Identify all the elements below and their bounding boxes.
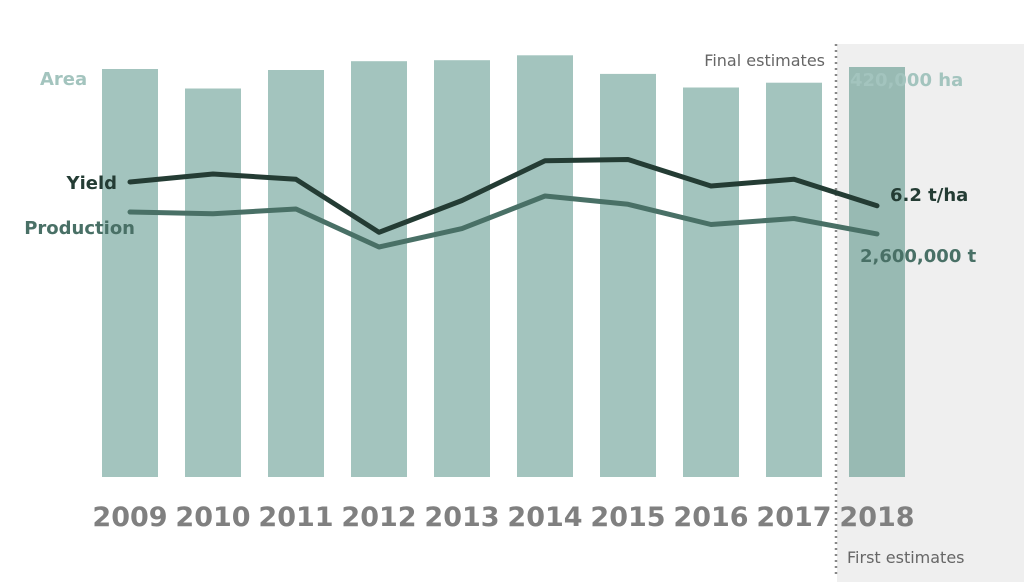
x-tick-2009: 2009 bbox=[92, 502, 167, 533]
x-axis-ticks: 2009 2010 2011 2012 2013 2014 2015 2016 2017 2018 bbox=[92, 502, 914, 533]
area-bar-2009 bbox=[102, 69, 158, 477]
area-end-label: 420,000 ha bbox=[850, 70, 963, 91]
area-bar-2013 bbox=[434, 60, 490, 477]
x-tick-2017: 2017 bbox=[756, 502, 831, 533]
area-bar-2016 bbox=[683, 87, 739, 477]
yield-end-label: 6.2 t/ha bbox=[890, 185, 968, 206]
production-series-label: Production bbox=[24, 218, 135, 239]
area-bar-2010 bbox=[185, 88, 241, 477]
x-tick-2013: 2013 bbox=[424, 502, 499, 533]
area-bar-2014 bbox=[517, 55, 573, 478]
x-tick-2011: 2011 bbox=[258, 502, 333, 533]
x-tick-2012: 2012 bbox=[341, 502, 416, 533]
area-bar-2018 bbox=[849, 67, 905, 477]
x-tick-2014: 2014 bbox=[507, 502, 582, 533]
first-estimates-note: First estimates bbox=[847, 548, 965, 567]
area-bar-2015 bbox=[600, 73, 656, 478]
area-series-label: Area bbox=[40, 69, 87, 90]
area-bars bbox=[102, 55, 905, 478]
area-bar-2011 bbox=[268, 70, 324, 477]
area-bar-2012 bbox=[351, 61, 407, 477]
final-estimates-note: Final estimates bbox=[704, 51, 825, 70]
yield-line bbox=[127, 157, 880, 235]
area-bar-2017 bbox=[766, 82, 822, 477]
production-line bbox=[127, 193, 880, 250]
x-tick-2015: 2015 bbox=[590, 502, 665, 533]
x-tick-2010: 2010 bbox=[175, 502, 250, 533]
x-tick-2018: 2018 bbox=[839, 502, 914, 533]
x-tick-2016: 2016 bbox=[673, 502, 748, 533]
yield-series-label: Yield bbox=[66, 173, 117, 194]
production-end-label: 2,600,000 t bbox=[860, 246, 977, 267]
